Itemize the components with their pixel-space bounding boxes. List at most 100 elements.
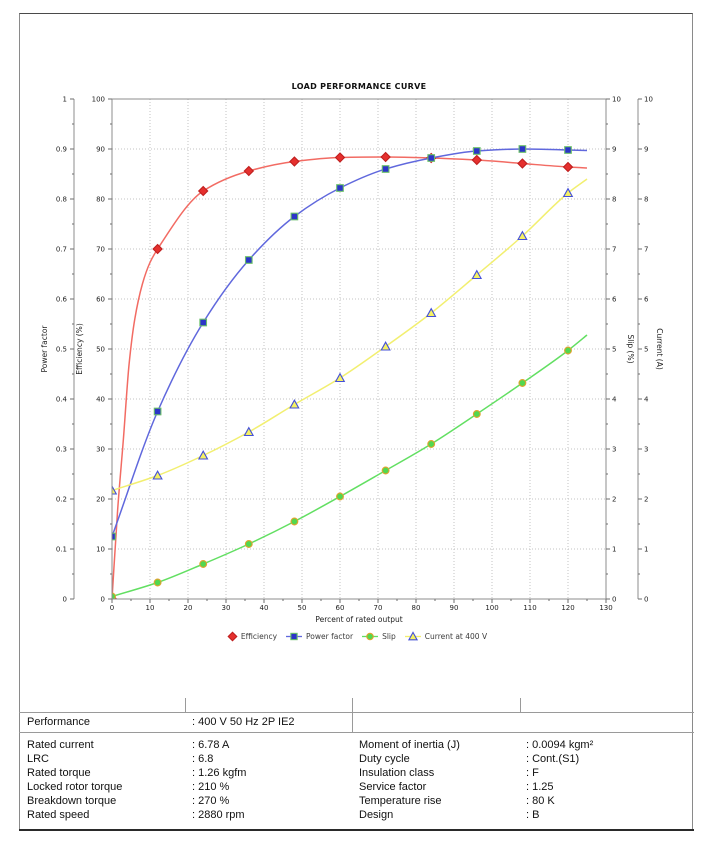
table-row-value: : 210 % [192,781,230,793]
table-border-top [19,712,694,713]
table-column-tick [352,698,353,732]
square-marker-icon [286,632,303,641]
svg-text:10: 10 [96,546,105,554]
svg-text:100: 100 [485,604,498,612]
x-axis-title: Percent of rated output [315,615,402,624]
series-power-factor [112,145,588,541]
svg-text:9: 9 [644,146,648,154]
table-row-label: Rated current [27,739,94,751]
svg-text:0.9: 0.9 [56,146,67,154]
svg-text:10: 10 [612,96,621,104]
table-row-value: : B [526,809,540,821]
svg-text:0: 0 [110,604,114,612]
svg-text:60: 60 [336,604,345,612]
table-row-label: Rated speed [27,809,90,821]
table-row-value: : 6.78 A [192,739,230,751]
table-row-divider [19,732,694,733]
legend-label: Efficiency [240,632,278,641]
axis-title-pf: Power factor [40,325,49,373]
axis-title-eff: Efficiency (%) [75,323,84,375]
svg-text:0.6: 0.6 [56,296,68,304]
table-row-value: : 270 % [192,795,230,807]
svg-text:0.3: 0.3 [56,446,67,454]
svg-text:7: 7 [612,246,616,254]
svg-text:7: 7 [644,246,648,254]
table-row-label: Design [359,809,394,821]
svg-text:5: 5 [612,346,616,354]
svg-text:9: 9 [612,146,616,154]
axis-pf: 0 0.1 0.2 0.3 0.4 0.5 0.6 0.7 0.8 0.9 1 Power facto… [40,96,75,604]
axis-title-slip: Slip (%) [626,334,635,363]
table-row-label: Duty cycle [359,753,410,765]
svg-text:90: 90 [450,604,459,612]
triangle-marker-icon [404,631,421,641]
svg-text:6: 6 [644,296,649,304]
svg-text:10: 10 [644,96,653,104]
legend-label: Slip [382,632,396,641]
circle-marker-icon [362,632,379,641]
svg-text:0.5: 0.5 [56,346,67,354]
table-row-value: : 2880 rpm [192,809,245,821]
svg-text:8: 8 [644,196,648,204]
series-layer [112,145,588,599]
legend-label: Current at 400 V [424,632,488,641]
svg-text:130: 130 [599,604,612,612]
svg-text:4: 4 [612,396,617,404]
svg-text:0.8: 0.8 [56,196,67,204]
svg-text:20: 20 [184,604,193,612]
svg-text:8: 8 [612,196,616,204]
svg-text:30: 30 [222,604,231,612]
chart-legend: Efficiency Power factor Slip Current at 400… [0,631,714,642]
axis-title-current: Current (A) [655,328,664,370]
svg-text:0: 0 [644,596,648,604]
svg-text:120: 120 [561,604,574,612]
svg-text:0.1: 0.1 [56,546,67,554]
diamond-marker-icon [227,631,238,642]
svg-text:0: 0 [101,596,105,604]
svg-text:0.4: 0.4 [56,396,68,404]
svg-text:2: 2 [612,496,616,504]
svg-text:1: 1 [644,546,648,554]
svg-text:3: 3 [644,446,648,454]
legend-item-current-at-400-v: Current at 400 V [404,631,487,642]
table-row-value: : 0.0094 kgm² [526,739,594,751]
svg-text:80: 80 [412,604,421,612]
table-row-label: LRC [27,753,50,765]
table-column-tick [185,698,186,712]
svg-text:6: 6 [612,296,617,304]
table-row-value: : F [526,767,539,779]
axis-current: 0 1 2 3 4 5 6 7 8 9 10 Current (A) [637,96,664,604]
table-column-tick [520,698,521,712]
svg-text:20: 20 [96,496,105,504]
table-row-label: Moment of inertia (J) [359,739,460,751]
svg-text:10: 10 [146,604,155,612]
svg-text:50: 50 [298,604,307,612]
legend-label: Power factor [306,632,354,641]
svg-text:30: 30 [96,446,105,454]
legend-item-power-factor: Power factor [285,631,353,642]
svg-text:40: 40 [96,396,105,404]
svg-text:110: 110 [523,604,536,612]
svg-text:50: 50 [96,346,105,354]
performance-value: : 400 V 50 Hz 2P IE2 [192,716,295,728]
table-row-value: : 80 K [526,795,555,807]
chart-title: LOAD PERFORMANCE CURVE [292,82,427,91]
svg-text:90: 90 [96,146,105,154]
table-row-label: Breakdown torque [27,795,117,807]
series-efficiency [112,151,588,599]
svg-text:80: 80 [96,196,105,204]
svg-text:70: 70 [96,246,105,254]
series-current-at-400-v [112,178,588,495]
table-row-value: : 1.26 kgfm [192,767,247,779]
svg-text:40: 40 [260,604,269,612]
svg-text:3: 3 [612,446,616,454]
table-border-bottom [19,829,694,831]
table-row-value: : 1.25 [526,781,554,793]
gridlines [112,99,606,599]
svg-text:1: 1 [612,546,616,554]
svg-text:70: 70 [374,604,383,612]
axis-slip: 0 1 2 3 4 5 6 7 8 9 10 Slip (%) [606,96,635,604]
table-row-label: Rated torque [27,767,91,779]
table-row-value: : Cont.(S1) [526,753,580,765]
svg-text:0: 0 [63,596,67,604]
